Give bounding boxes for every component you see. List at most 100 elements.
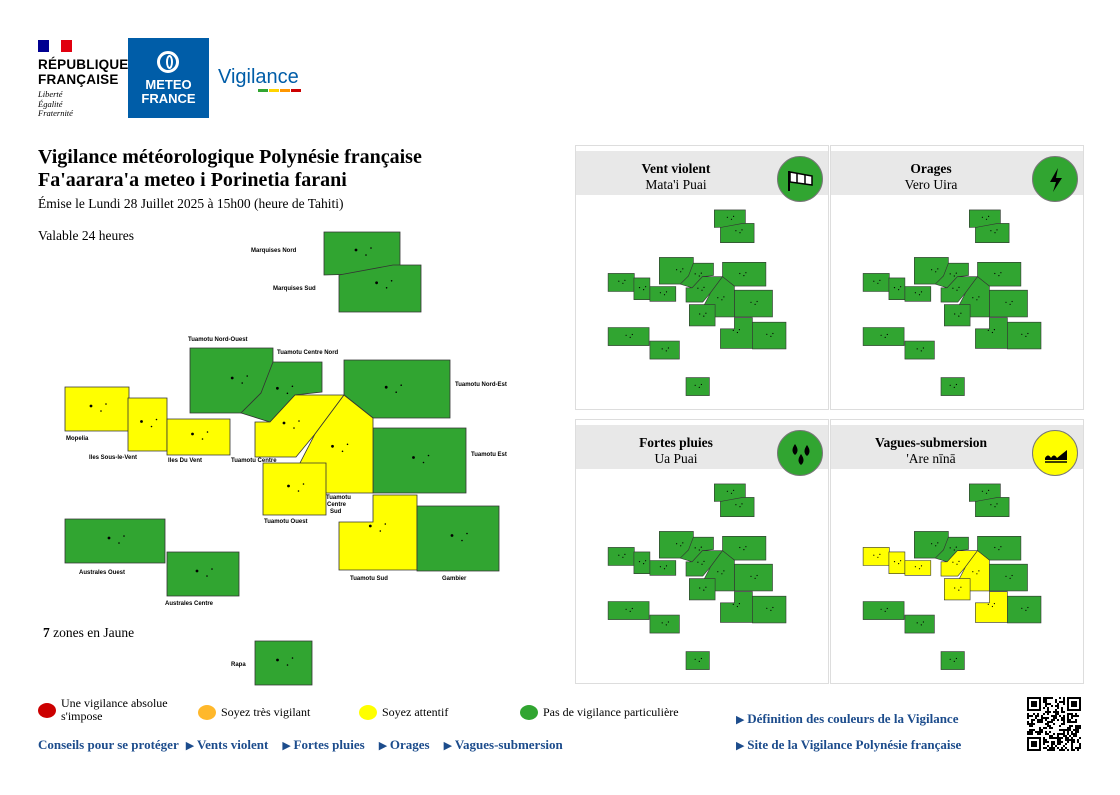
link-definition-label[interactable]: Définition des couleurs de la Vigilance [747, 711, 959, 726]
link-pluies-label[interactable]: Fortes pluies [293, 737, 365, 752]
qr-module [1037, 719, 1039, 721]
link-vents-label[interactable]: Vents violent [196, 737, 269, 752]
link-site-label[interactable]: Site de la Vigilance Polynésie française [747, 737, 962, 752]
island-icon [211, 568, 213, 570]
zone-rapa[interactable] [940, 377, 965, 396]
link-vents[interactable]: Vents violent [186, 737, 276, 753]
qr-module [1079, 725, 1081, 727]
zone-tuamotu-est[interactable] [734, 289, 773, 318]
zone-label-line: Tuamotu Est [471, 452, 507, 458]
zone-australes-ouest[interactable] [862, 327, 905, 346]
link-orages[interactable]: Orages [379, 737, 437, 753]
zone-iles-du-vent[interactable] [904, 560, 932, 576]
panel-vagues-submersion[interactable]: Vagues-submersion 'Are nīnā [830, 419, 1084, 684]
zone-rapa[interactable] [685, 377, 710, 396]
zone-iles-du-vent[interactable] [649, 560, 677, 576]
zone-tuamotu-est[interactable] [989, 563, 1028, 592]
zone-mopelia[interactable] [607, 273, 635, 292]
zone-marquises-sud[interactable] [338, 264, 422, 313]
qr-module [1043, 739, 1045, 741]
zone-iles-du-vent[interactable] [166, 418, 231, 456]
yellow-count-number: 7 [43, 625, 50, 640]
island-icon [733, 489, 735, 491]
zone-marquises-sud[interactable] [975, 223, 1010, 244]
qr-module [1067, 715, 1069, 717]
zone-gambier[interactable] [416, 505, 500, 572]
zone-iles-sous-le-vent[interactable] [888, 551, 906, 574]
zone-mopelia[interactable] [862, 273, 890, 292]
panel-orages[interactable]: Orages Vero Uira [830, 145, 1084, 410]
zone-marquises-sud[interactable] [975, 497, 1010, 518]
zone-tuamotu-sud[interactable] [720, 317, 753, 349]
zone-tuamotu-est[interactable] [734, 563, 773, 592]
zone-tuamotu-ouest[interactable] [944, 578, 971, 601]
zone-rapa[interactable] [940, 651, 965, 670]
zone-tuamotu-sud[interactable] [338, 494, 418, 571]
zone-tuamotu-nord-est[interactable] [722, 535, 767, 561]
zone-mopelia[interactable] [64, 386, 130, 432]
panel-fortes-pluies[interactable]: Fortes pluies Ua Puai [575, 419, 829, 684]
qr-module [1045, 705, 1047, 707]
qr-module [1061, 737, 1063, 739]
island-icon [1011, 574, 1013, 577]
qr-module [1037, 721, 1039, 723]
zone-gambier[interactable] [752, 595, 787, 624]
zone-iles-sous-le-vent[interactable] [888, 277, 906, 300]
zone-marquises-sud[interactable] [720, 223, 755, 244]
zone-tuamotu-nord-est[interactable] [722, 261, 767, 287]
zone-rapa[interactable] [254, 640, 313, 686]
zone-gambier[interactable] [1007, 595, 1042, 624]
zone-tuamotu-ouest[interactable] [689, 304, 716, 327]
zone-tuamotu-ouest[interactable] [262, 462, 327, 516]
zone-iles-sous-le-vent[interactable] [633, 551, 651, 574]
zone-iles-sous-le-vent[interactable] [633, 277, 651, 300]
zone-iles-du-vent[interactable] [904, 286, 932, 302]
zone-tuamotu-sud[interactable] [975, 317, 1008, 349]
zone-gambier[interactable] [752, 321, 787, 350]
zone-label-line: Sud [330, 509, 342, 515]
zone-mopelia[interactable] [862, 547, 890, 566]
zone-tuamotu-est[interactable] [989, 289, 1028, 318]
island-icon [331, 444, 334, 448]
zone-australes-centre[interactable] [649, 614, 680, 634]
zone-australes-ouest[interactable] [862, 601, 905, 620]
zone-australes-centre[interactable] [904, 340, 935, 360]
zone-mopelia[interactable] [607, 547, 635, 566]
panel-vent-violent[interactable]: Vent violent Mata'i Puai [575, 145, 829, 410]
zone-tuamotu-ouest[interactable] [689, 578, 716, 601]
zone-marquises-sud[interactable] [720, 497, 755, 518]
link-definition-couleurs[interactable]: Définition des couleurs de la Vigilance [736, 711, 958, 727]
qr-module [1067, 721, 1069, 723]
link-site-vigilance[interactable]: Site de la Vigilance Polynésie française [736, 737, 961, 753]
island-icon [618, 280, 620, 282]
zone-tuamotu-ouest[interactable] [944, 304, 971, 327]
zone-tuamotu-est[interactable] [372, 427, 467, 494]
zone-tuamotu-nord-est[interactable] [343, 359, 451, 419]
motto-fraternite: Fraternité [38, 108, 73, 118]
island-icon [1021, 333, 1023, 335]
link-vagues-label[interactable]: Vagues-submersion [454, 737, 563, 752]
zone-tuamotu-nord-est[interactable] [977, 261, 1022, 287]
island-icon [884, 610, 886, 612]
zone-tuamotu-nord-est[interactable] [977, 535, 1022, 561]
link-vagues[interactable]: Vagues-submersion [444, 737, 570, 753]
link-pluies[interactable]: Fortes pluies [282, 737, 371, 753]
qr-module [1047, 725, 1049, 727]
zone-tuamotu-sud[interactable] [720, 591, 753, 623]
zone-australes-ouest[interactable] [607, 327, 650, 346]
zone-rapa[interactable] [685, 651, 710, 670]
zone-tuamotu-sud[interactable] [975, 591, 1008, 623]
zone-australes-centre[interactable] [166, 551, 240, 597]
zone-australes-centre[interactable] [649, 340, 680, 360]
zone-iles-du-vent[interactable] [649, 286, 677, 302]
island-icon [770, 609, 772, 611]
link-orages-label[interactable]: Orages [389, 737, 430, 752]
zone-gambier[interactable] [1007, 321, 1042, 350]
zone-australes-centre[interactable] [904, 614, 935, 634]
zone-iles-sous-le-vent[interactable] [127, 397, 168, 452]
zone-australes-ouest[interactable] [64, 518, 166, 564]
zone-australes-ouest[interactable] [607, 601, 650, 620]
qr-code[interactable] [1027, 697, 1081, 751]
island-icon [694, 273, 696, 275]
link-conseils[interactable]: Conseils pour se protéger [38, 737, 179, 752]
